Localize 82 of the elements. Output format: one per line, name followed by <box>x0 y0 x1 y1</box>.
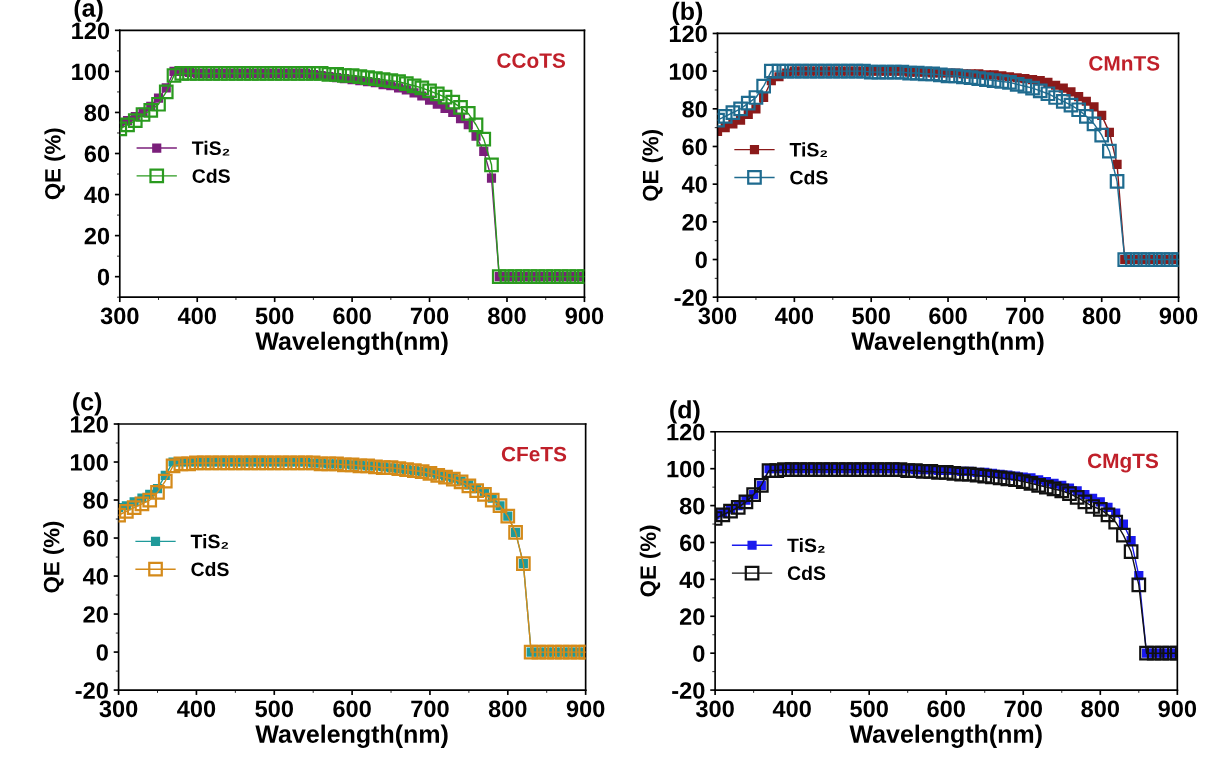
y-tick-label: 80 <box>83 492 108 509</box>
y-tick-label: 120 <box>669 25 707 43</box>
y-tick-label: 40 <box>679 571 705 589</box>
x-tick-label: 400 <box>177 700 216 718</box>
annotation: CFeTS <box>501 446 567 462</box>
x-tick-label: 500 <box>255 700 293 718</box>
legend-label: TiS₂ <box>191 140 230 156</box>
x-tick-label: 600 <box>929 307 967 325</box>
y-axis-title: QE (%) <box>639 525 661 597</box>
x-tick-label: 500 <box>255 307 294 325</box>
legend-label: CdS <box>191 561 229 577</box>
legend-label: CdS <box>192 168 230 183</box>
x-tick-label: 500 <box>850 700 888 718</box>
annotation: CMnTS <box>1089 55 1160 71</box>
chart-title: (d) <box>670 400 700 424</box>
y-tick-label: 20 <box>84 227 110 245</box>
x-tick-label: 300 <box>695 700 734 718</box>
y-tick-label: 100 <box>669 63 707 80</box>
x-tick-label: 300 <box>698 307 737 325</box>
y-axis-title: QE (%) <box>44 128 66 200</box>
y-tick-label: 40 <box>82 568 108 585</box>
y-tick-label: 20 <box>679 608 705 626</box>
y-tick-label: 120 <box>667 423 705 441</box>
y-tick-label: 0 <box>97 268 110 286</box>
y-tick-label: 60 <box>682 138 707 156</box>
x-tick-label: 400 <box>775 307 814 325</box>
y-tick-label: 0 <box>695 251 707 269</box>
x-tick-label: 900 <box>566 700 605 718</box>
x-tick-label: 700 <box>1004 700 1042 718</box>
x-tick-label: 800 <box>1082 307 1121 325</box>
y-tick-label: 0 <box>96 644 108 661</box>
annotation: CMgTS <box>1087 453 1159 473</box>
annotation: CCoTS <box>497 53 566 68</box>
y-tick-label: 0 <box>693 645 705 662</box>
y-tick-label: 80 <box>682 100 707 118</box>
y-tick-label: 100 <box>72 63 110 81</box>
x-tick-label: 900 <box>565 307 604 325</box>
y-tick-label: 20 <box>682 213 707 231</box>
y-tick-label: 40 <box>84 186 110 204</box>
y-tick-label: -20 <box>672 682 705 699</box>
x-tick-label: 900 <box>1158 700 1197 718</box>
y-tick-label: 60 <box>679 534 705 552</box>
legend-label: TiS₂ <box>787 537 825 553</box>
x-tick-label: 300 <box>100 307 139 325</box>
y-tick-label: 60 <box>83 530 108 547</box>
x-tick-label: 400 <box>177 307 216 325</box>
x-axis-title: Wavelength(nm) <box>851 331 1044 356</box>
y-tick-label: 20 <box>83 606 108 623</box>
y-tick-label: 100 <box>667 460 705 478</box>
legend-label: TiS₂ <box>190 534 229 549</box>
x-tick-label: 700 <box>411 700 449 718</box>
x-tick-label: 800 <box>1081 700 1120 718</box>
chart-title: (c) <box>73 392 102 416</box>
y-tick-label: 60 <box>84 145 110 163</box>
x-tick-label: 500 <box>852 307 890 325</box>
y-tick-label: 100 <box>70 454 108 471</box>
x-tick-label: 800 <box>488 700 527 718</box>
x-tick-label: 700 <box>1006 307 1044 325</box>
y-tick-label: 40 <box>681 176 707 193</box>
x-tick-label: 700 <box>410 307 449 325</box>
y-tick-label: 120 <box>70 416 108 433</box>
legend-label: TiS₂ <box>789 142 828 158</box>
x-tick-label: 400 <box>772 700 811 718</box>
x-axis-title: Wavelength(nm) <box>849 724 1042 749</box>
x-tick-label: 900 <box>1159 307 1198 325</box>
x-tick-label: 300 <box>99 700 138 718</box>
x-tick-label: 800 <box>488 307 526 325</box>
x-tick-label: 600 <box>333 307 371 325</box>
y-tick-label: -20 <box>674 289 707 306</box>
y-tick-label: 80 <box>679 497 705 515</box>
legend-label: CdS <box>790 170 828 185</box>
y-axis-title: QE (%) <box>642 130 663 201</box>
x-axis-title: Wavelength(nm) <box>255 331 448 356</box>
x-tick-label: 600 <box>927 700 965 718</box>
y-tick-label: -20 <box>75 682 108 699</box>
x-tick-label: 600 <box>333 700 371 718</box>
x-axis-title: Wavelength(nm) <box>255 724 448 749</box>
y-axis-title: QE (%) <box>43 521 64 593</box>
y-tick-label: 120 <box>72 22 110 40</box>
legend-label: CdS <box>787 565 826 581</box>
chart-title: (b) <box>672 1 703 26</box>
y-tick-label: 80 <box>84 104 110 122</box>
